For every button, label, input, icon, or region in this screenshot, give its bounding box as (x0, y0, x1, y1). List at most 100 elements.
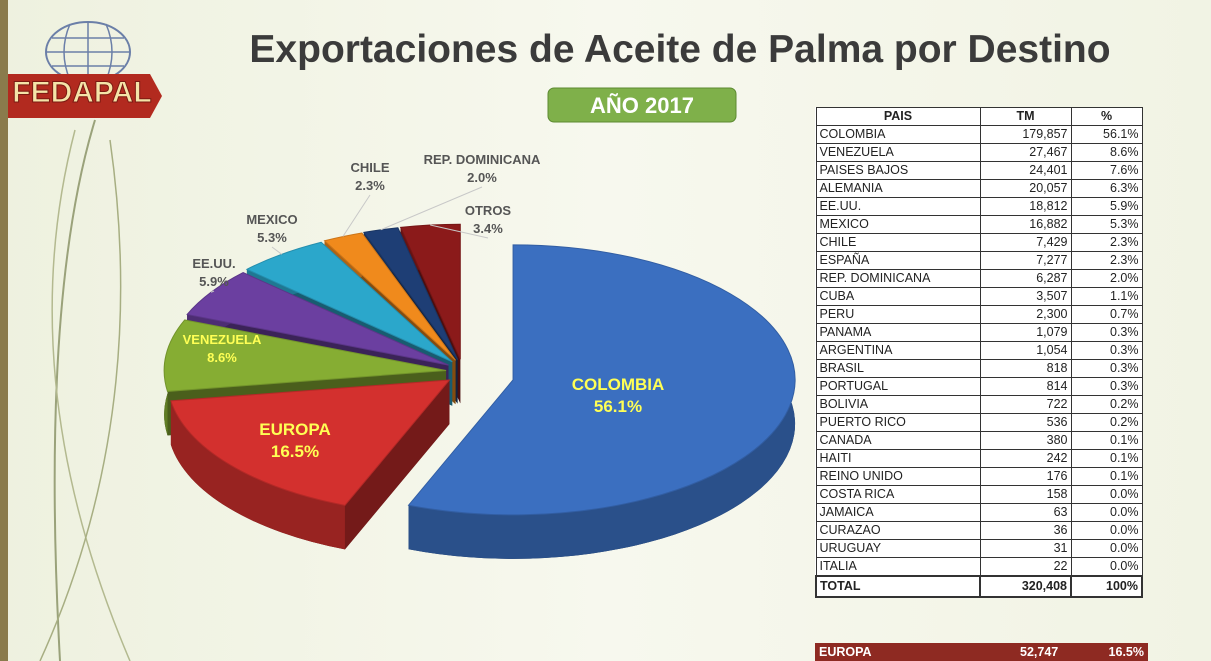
table-cell: PAIS (815, 107, 981, 126)
table-cell: 5.9% (1070, 197, 1143, 216)
table-cell: 18,812 (979, 197, 1072, 216)
table-row: HAITI 242 0.1% (815, 449, 1143, 468)
logo-text: FEDAPAL (12, 76, 151, 109)
table-row: PANAMA 1,079 0.3% (815, 323, 1143, 342)
leader-line (210, 290, 215, 293)
table-cell: CURAZAO (815, 521, 981, 540)
table-cell: 0.3% (1070, 359, 1143, 378)
table-cell: PUERTO RICO (815, 413, 981, 432)
value-label: 16.5% (271, 442, 319, 461)
slice-label: EE.UU. (192, 256, 235, 271)
table-cell: 31 (979, 539, 1072, 558)
table-cell: 0.0% (1070, 539, 1143, 558)
table-cell: 16,882 (979, 215, 1072, 234)
table-cell: 20,057 (979, 179, 1072, 198)
table-cell: URUGUAY (815, 539, 981, 558)
slice-label: CHILE (351, 160, 390, 175)
table-cell: 0.1% (1070, 467, 1143, 486)
table-cell: 56.1% (1070, 125, 1143, 144)
slice-side (408, 244, 796, 559)
table-cell: 1,079 (979, 323, 1072, 342)
slice-side (170, 400, 345, 550)
table-cell: 158 (979, 485, 1072, 504)
table-cell: % (1070, 107, 1143, 126)
table-cell: 0.0% (1070, 521, 1143, 540)
leader-line (380, 186, 483, 231)
table-cell: EE.UU. (815, 197, 981, 216)
table-row: MEXICO 16,882 5.3% (815, 215, 1143, 234)
table-cell: VENEZUELA (815, 143, 981, 162)
decor-curve (51, 129, 131, 661)
table-cell: 0.0% (1070, 503, 1143, 522)
table-cell: 36 (979, 521, 1072, 540)
table-cell: 814 (979, 377, 1072, 396)
table-cell: 7,277 (979, 251, 1072, 270)
table-row: CUBA 3,507 1.1% (815, 287, 1143, 306)
table-cell: 0.1% (1070, 431, 1143, 450)
table-row: PORTUGAL 814 0.3% (815, 377, 1143, 396)
slice-label: EUROPA (259, 420, 330, 439)
table-row: COSTA RICA 158 0.0% (815, 485, 1143, 504)
table-cell: 320,408 (979, 575, 1072, 598)
table-row: REP. DOMINICANA 6,287 2.0% (815, 269, 1143, 288)
table-row: ITALIA 22 0.0% (815, 557, 1143, 577)
table-cell: BRASIL (815, 359, 981, 378)
table-row: PAIS TM% (815, 107, 1143, 126)
value-label: 3.4% (473, 221, 503, 236)
table-cell: 22 (979, 557, 1072, 577)
table-row: REINO UNIDO 176 0.1% (815, 467, 1143, 486)
table-cell: 380 (979, 431, 1072, 450)
table-row: JAMAICA 63 0.0% (815, 503, 1143, 522)
value-label: 5.9% (199, 274, 229, 289)
table-cell: 2.0% (1070, 269, 1143, 288)
table-row: COLOMBIA 179,857 56.1% (815, 125, 1143, 144)
table-cell: 0.3% (1070, 377, 1143, 396)
logo: FEDAPAL (8, 21, 162, 118)
table-cell: COLOMBIA (815, 125, 981, 144)
table-cell: 6,287 (979, 269, 1072, 288)
slice (407, 244, 796, 516)
table-row: ARGENTINA 1,054 0.3% (815, 341, 1143, 360)
table-cell: 0.3% (1070, 323, 1143, 342)
table-cell: ALEMANIA (815, 179, 981, 198)
table-cell: 176 (979, 467, 1072, 486)
slice (163, 319, 447, 392)
table-row: BOLIVIA 722 0.2% (815, 395, 1143, 414)
table-cell: 0.1% (1070, 449, 1143, 468)
table-cell: MEXICO (815, 215, 981, 234)
table-row: PERU 2,300 0.7% (815, 305, 1143, 324)
side-stripe (0, 0, 8, 661)
table-cell: JAMAICA (815, 503, 981, 522)
table-row: BRASIL 818 0.3% (815, 359, 1143, 378)
table-cell: 0.3% (1070, 341, 1143, 360)
table-cell: 7,429 (979, 233, 1072, 252)
table-cell: 722 (979, 395, 1072, 414)
value-label: 5.3% (257, 230, 287, 245)
table-cell: BOLIVIA (815, 395, 981, 414)
table-cell: CHILE (815, 233, 981, 252)
table-cell: 536 (979, 413, 1072, 432)
subtitle: AÑO 2017 (590, 93, 694, 118)
table-row: URUGUAY 31 0.0% (815, 539, 1143, 558)
table-cell: PORTUGAL (815, 377, 981, 396)
table-cell: 0.0% (1070, 557, 1143, 577)
table-cell: 16.5% (1108, 645, 1144, 659)
table-cell: 0.7% (1070, 305, 1143, 324)
value-label: 2.0% (467, 170, 497, 185)
leader-line (271, 246, 283, 255)
table-cell: 2.3% (1070, 251, 1143, 270)
table-row: PAISES BAJOS 24,401 7.6% (815, 161, 1143, 180)
slice-label: REP. DOMINICANA (424, 152, 541, 167)
table-row: CURAZAO 36 0.0% (815, 521, 1143, 540)
value-label: 8.6% (207, 350, 237, 365)
table-cell: 0.0% (1070, 485, 1143, 504)
slice-label: COLOMBIA (572, 375, 665, 394)
table-cell: 5.3% (1070, 215, 1143, 234)
table-cell: REP. DOMINICANA (815, 269, 981, 288)
table-row: ALEMANIA 20,057 6.3% (815, 179, 1143, 198)
table-cell: HAITI (815, 449, 981, 468)
table-cell: 1.1% (1070, 287, 1143, 306)
table-cell: 7.6% (1070, 161, 1143, 180)
table-cell: REINO UNIDO (815, 467, 981, 486)
